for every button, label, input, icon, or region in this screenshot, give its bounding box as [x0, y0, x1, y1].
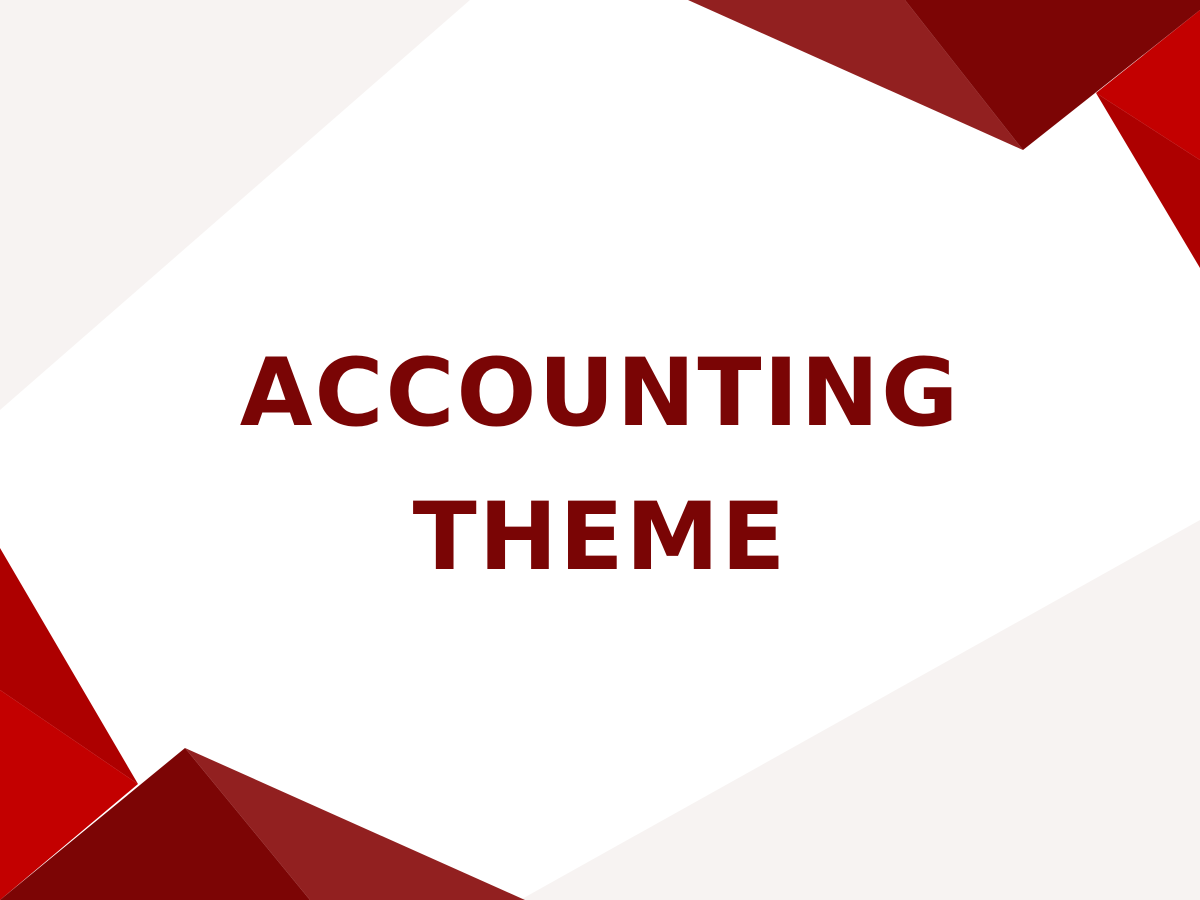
shard-bottom-dark: [0, 748, 310, 900]
shard-top-mid: [688, 0, 1023, 150]
shard-top-bright: [1096, 10, 1200, 160]
shard-bottom-mid: [185, 748, 525, 900]
light-panel-bottom-right: [520, 520, 1200, 900]
shard-bottom-deep: [0, 548, 138, 784]
shard-top-deep: [1096, 93, 1200, 268]
title-line-1: ACCOUNTING: [239, 339, 961, 448]
title-line-2: THEME: [412, 483, 788, 592]
light-panel-top-left: [0, 0, 470, 410]
shard-bottom-bright: [0, 690, 138, 900]
slide-title: ACCOUNTING THEME: [0, 322, 1200, 610]
shard-top-dark: [905, 0, 1200, 150]
